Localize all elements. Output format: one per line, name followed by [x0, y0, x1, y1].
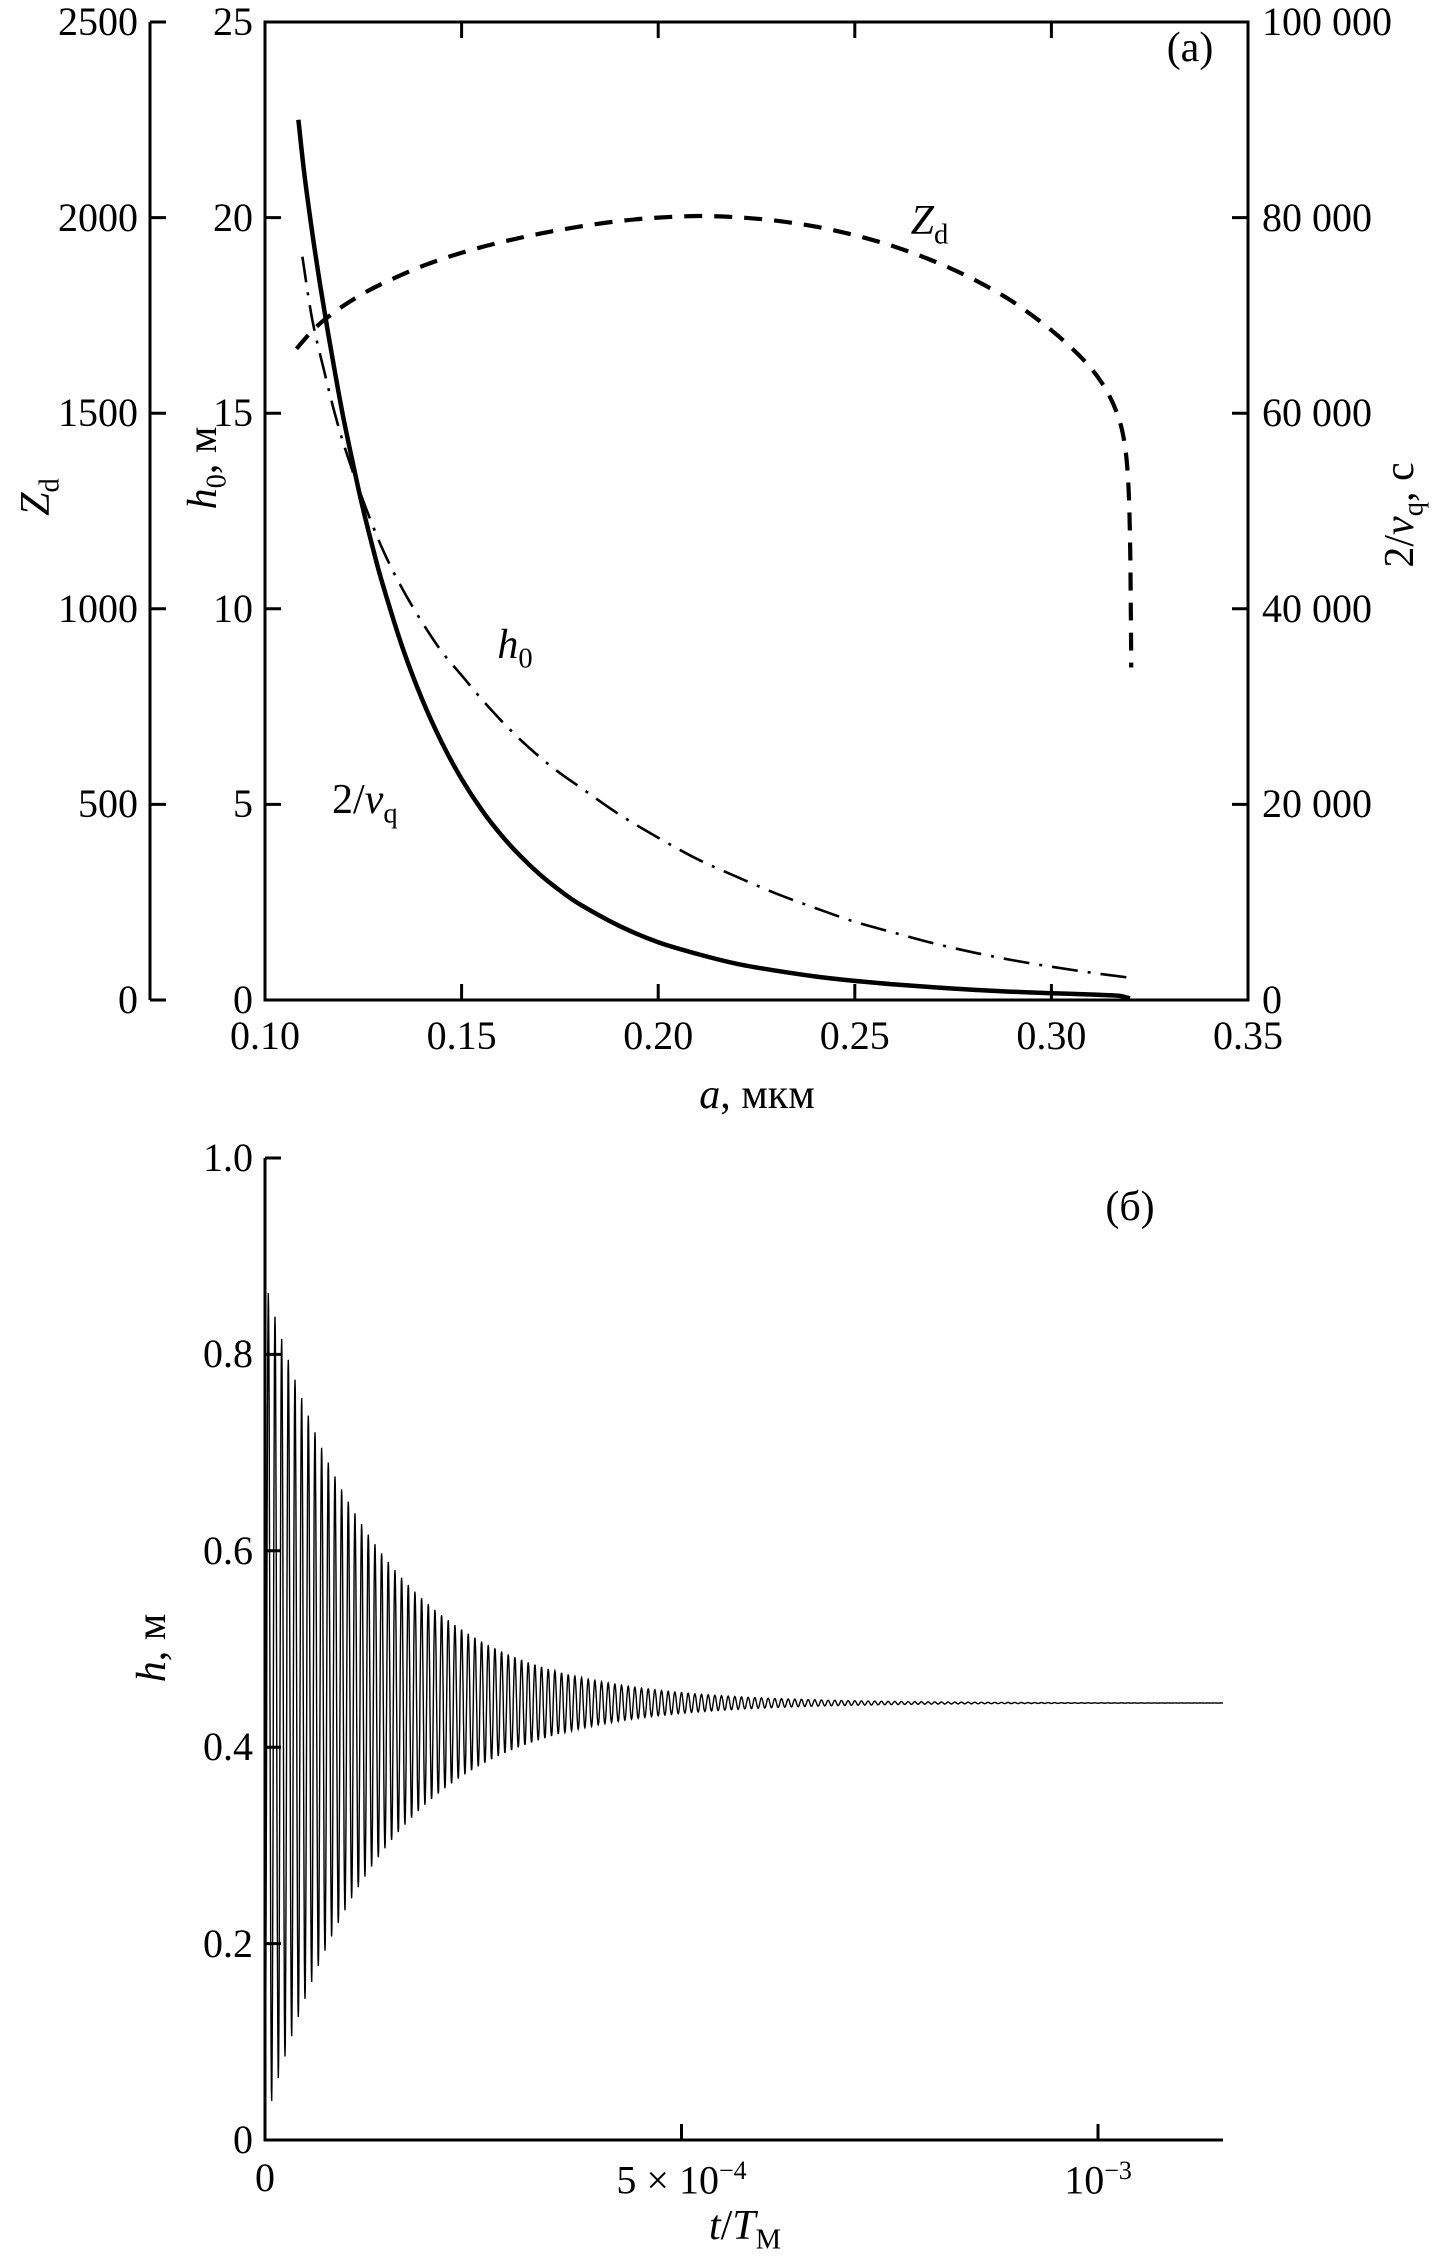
curve-label-nu: 2/νq — [332, 779, 398, 829]
tick-label: 20 000 — [1262, 781, 1372, 827]
axis-title-h0-main: h — [180, 488, 227, 510]
tick-label: 10 — [213, 585, 253, 631]
axis-title-a: a, мкм — [699, 1074, 815, 1116]
axis-title-h0: h0, м — [180, 426, 233, 510]
panel-b-frame — [263, 1158, 1223, 2142]
tick-label: 60 000 — [1262, 390, 1372, 436]
curve-label-nu-prefix: 2/ — [332, 777, 365, 824]
tick-label: 80 000 — [1262, 194, 1372, 240]
axis-title-zd: Zd — [13, 478, 66, 516]
axis-title-a-unit: , мкм — [720, 1072, 815, 1118]
tick-label: 1.0 — [203, 1135, 253, 1180]
curve-label-h0-sub: 0 — [518, 643, 533, 675]
curve-label-zd: Zd — [911, 200, 949, 250]
axis-title-t: t/TM — [709, 2205, 781, 2255]
tick-label: 40 000 — [1262, 585, 1372, 631]
tick-label: 0.20 — [623, 1013, 694, 1058]
panel-a-ticks — [150, 20, 1250, 1002]
tick-label: 5 — [233, 781, 253, 827]
tick-label: 1500 — [58, 390, 138, 436]
axis-title-h: h, м — [129, 1613, 175, 1683]
axis-title-h0-sub: 0 — [201, 474, 233, 489]
tick-label: 10−3 — [1064, 2156, 1132, 2203]
curve-label-nu-sub: q — [383, 798, 398, 830]
tick-label: 0.25 — [819, 1013, 890, 1058]
tick-label: 25 — [213, 0, 253, 44]
tick-label: 2500 — [58, 0, 138, 44]
curve-label-h0: h0 — [497, 625, 532, 675]
tick-label: 2000 — [58, 194, 138, 240]
tick-label: 0.6 — [203, 1527, 253, 1573]
axis-title-nu-unit: , с — [1377, 462, 1424, 503]
tick-label: 0 — [233, 977, 253, 1022]
axis-title-nu-main: ν — [1377, 516, 1424, 535]
tick-label: 0.4 — [203, 1724, 253, 1770]
axis-title-t-main: t — [708, 2203, 721, 2250]
axis-title-t-period: T — [732, 2203, 756, 2250]
curve-dust-charge — [294, 213, 1134, 668]
tick-label: 15 — [213, 390, 253, 436]
axis-title-nu: 2/νq, с — [1377, 462, 1430, 568]
tick-label: 0.8 — [203, 1331, 253, 1377]
axis-title-t-slash: / — [720, 2203, 733, 2250]
tick-label: 100 000 — [1262, 0, 1392, 44]
curve-height-oscillation — [264, 1293, 1223, 2126]
curve-label-zd-main: Z — [910, 198, 935, 245]
tick-label: 0 — [255, 2155, 275, 2200]
axis-title-t-sub: M — [755, 2224, 782, 2256]
tick-label: 0 — [1262, 977, 1282, 1022]
curve-levitation-height — [301, 256, 1131, 979]
axis-title-h-unit: , м — [129, 1613, 175, 1662]
tick-label: 500 — [78, 781, 138, 827]
axis-title-zd-sub: d — [34, 478, 66, 493]
panel-b-tag: (б) — [1105, 1184, 1155, 1230]
axis-title-nu-sub: q — [1398, 502, 1430, 517]
axis-title-a-main: a — [699, 1072, 721, 1118]
curve-label-nu-main: ν — [364, 777, 384, 824]
axis-title-zd-main: Z — [13, 492, 60, 516]
tick-label: 0.35 — [1213, 1013, 1283, 1058]
panel-a-tag: (a) — [1166, 25, 1214, 71]
tick-label: 0 — [233, 2117, 253, 2162]
curve-charging-time-icon — [296, 119, 1131, 1001]
axis-title-h0-unit: , м — [180, 426, 227, 475]
tick-label: 0.30 — [1016, 1013, 1087, 1058]
curve-label-zd-sub: d — [934, 219, 949, 251]
tick-label: 0.10 — [230, 1013, 300, 1058]
tick-label: 0 — [118, 977, 138, 1022]
tick-label: 0.15 — [426, 1013, 497, 1058]
tick-label: 20 — [213, 194, 253, 240]
axis-title-nu-prefix: 2/ — [1377, 534, 1424, 568]
tick-label: 0.2 — [203, 1920, 253, 1966]
tick-label: 5 × 10−4 — [616, 2156, 747, 2203]
curve-label-h0-main: h — [497, 622, 519, 669]
axis-title-h-main: h — [129, 1661, 175, 1683]
tick-label: 1000 — [58, 585, 138, 631]
panel-a-frame — [148, 20, 1250, 1002]
